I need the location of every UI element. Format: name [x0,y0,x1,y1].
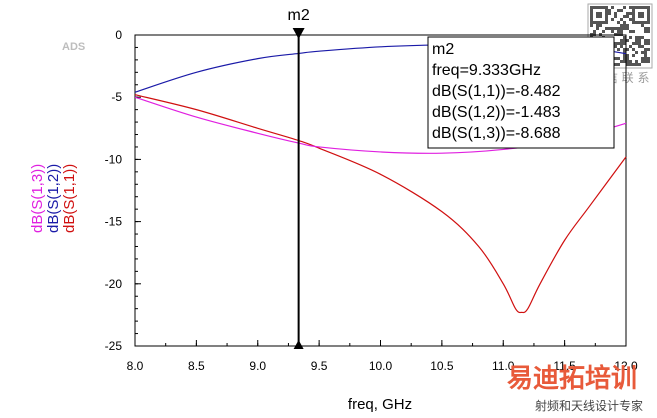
marker-readout-freq: freq=9.333GHz [432,62,541,79]
marker-triangle-top[interactable] [292,28,305,39]
x-tick-label: 11.5 [553,359,576,373]
axis-ticks [134,34,627,347]
y-tick-label: -20 [105,277,123,291]
x-tick-label: 8.5 [188,359,205,373]
y-tick-label: -10 [105,152,123,166]
x-tick-label: 9.5 [311,359,328,373]
brand-watermark-sub: 射频和天线设计专家 [535,398,643,413]
marker-m2[interactable]: m2 [288,7,310,349]
marker-triangle-bottom[interactable] [293,340,304,349]
x-tick-label: 9.0 [249,359,266,373]
marker-top-label: m2 [288,7,310,24]
x-tick-label: 10.0 [369,359,393,373]
marker-readout-name: m2 [432,41,454,58]
y-tick-label: -15 [105,215,123,229]
ads-logo-watermark: ADS [62,41,85,53]
marker-readout-s12: dB(S(1,2))=-1.483 [432,104,561,121]
series-line-db-s-1-1 [134,94,627,314]
y-tick-labels: 0 -5 -10 -15 -20 -25 [105,28,123,353]
x-tick-label: 8.0 [127,359,144,373]
y-tick-label: -25 [105,339,123,353]
marker-readout-s13: dB(S(1,3))=-8.688 [432,125,561,142]
y-axis-labels: dB(S(1,3)) dB(S(1,2)) dB(S(1,1)) [29,164,78,233]
x-tick-label: 12.0 [614,359,638,373]
ylabel-s13: dB(S(1,3)) [29,164,46,233]
x-axis-title: freq, GHz [348,396,412,413]
marker-readout: m2 freq=9.333GHz dB(S(1,1))=-8.482 dB(S(… [427,36,615,149]
x-tick-label: 10.5 [430,359,454,373]
x-tick-label: 11.0 [492,359,515,373]
x-tick-labels: 8.0 8.5 9.0 9.5 10.0 10.5 11.0 11.5 12.0 [127,359,638,373]
y-tick-label: 0 [115,28,122,42]
ylabel-s11: dB(S(1,1)) [61,164,78,233]
y-tick-label: -5 [111,90,122,104]
ylabel-s12: dB(S(1,2)) [45,164,62,233]
brand-watermark: 易迪拓培训 [507,364,637,394]
marker-readout-s11: dB(S(1,1))=-8.482 [432,83,561,100]
marker-readout-box [427,36,615,149]
